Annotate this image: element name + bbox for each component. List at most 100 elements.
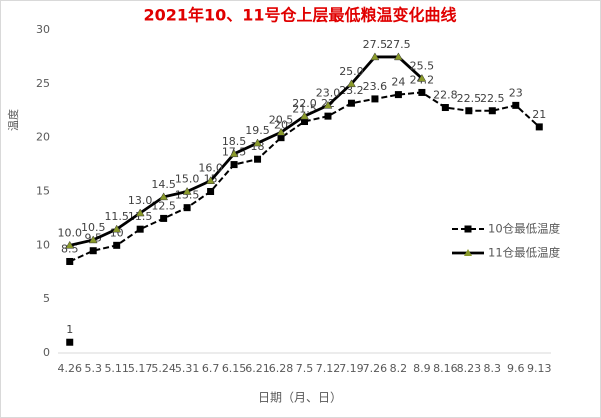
point xyxy=(66,338,74,346)
x-tick-label: 6.15 xyxy=(222,362,247,375)
y-axis-label: 温度 xyxy=(6,109,20,131)
point xyxy=(418,88,426,96)
x-tick-label: 6.21 xyxy=(245,362,270,375)
x-tick-label: 6.28 xyxy=(269,362,294,375)
chart-title: 2021年10、11号仓上层最低粮温变化曲线 xyxy=(143,6,456,25)
point xyxy=(206,176,216,184)
data-label: 22.5 xyxy=(457,92,482,105)
point xyxy=(441,104,449,112)
point xyxy=(66,257,74,265)
data-label: 18.5 xyxy=(222,135,247,148)
y-tick-label: 30 xyxy=(36,23,50,36)
point xyxy=(323,100,333,109)
point xyxy=(183,204,191,212)
point xyxy=(207,188,215,195)
x-tick-label: 7.26 xyxy=(363,362,388,375)
point xyxy=(254,155,262,163)
x-tick-label: 5.24 xyxy=(151,362,176,375)
legend-marker xyxy=(464,249,472,256)
data-label: 11.5 xyxy=(128,210,153,223)
x-tick-label: 4.26 xyxy=(57,362,82,375)
point xyxy=(417,73,427,82)
data-label: 16.0 xyxy=(198,162,223,175)
point xyxy=(347,99,355,107)
x-tick-label: 7.19 xyxy=(339,362,364,375)
y-tick-label: 15 xyxy=(36,185,50,198)
point xyxy=(535,123,543,131)
data-label: 11.5 xyxy=(104,210,129,223)
y-tick-label: 5 xyxy=(43,292,50,305)
point xyxy=(113,241,121,249)
data-label: 22.5 xyxy=(480,92,505,105)
data-label: 23.0 xyxy=(316,86,341,99)
point xyxy=(300,111,309,120)
x-tick-label: 5.31 xyxy=(175,362,200,375)
point xyxy=(229,149,239,158)
data-label: 27.5 xyxy=(363,38,388,51)
point xyxy=(182,186,192,195)
legend-label: 10仓最低温度 xyxy=(488,222,561,236)
x-tick-label: 8.9 xyxy=(413,362,431,375)
y-tick-label: 25 xyxy=(36,77,50,90)
point xyxy=(135,208,145,217)
legend-label: 11仓最低温度 xyxy=(488,246,561,260)
data-label: 20.5 xyxy=(269,113,294,126)
point xyxy=(488,107,496,115)
point xyxy=(277,134,285,142)
x-tick-label: 5.3 xyxy=(84,362,102,375)
point xyxy=(512,101,520,109)
point xyxy=(112,224,122,233)
x-tick-label: 5.11 xyxy=(104,362,129,375)
point xyxy=(324,112,332,120)
y-tick-label: 10 xyxy=(36,238,50,251)
x-tick-label: 6.7 xyxy=(202,362,220,375)
x-tick-label: 8.3 xyxy=(484,362,502,375)
point xyxy=(301,118,308,126)
point xyxy=(160,214,168,222)
data-label: 27.5 xyxy=(386,38,411,51)
x-tick-label: 5.17 xyxy=(128,362,153,375)
point xyxy=(465,107,473,115)
data-label: 13.0 xyxy=(128,194,153,207)
data-label: 14.5 xyxy=(151,178,176,191)
point xyxy=(65,240,75,249)
data-label: 23 xyxy=(509,86,523,99)
data-label: 21 xyxy=(532,108,546,121)
data-label: 19.5 xyxy=(245,124,270,137)
x-tick-label: 9.6 xyxy=(507,362,525,375)
data-label: 1 xyxy=(66,323,73,336)
data-label: 24 xyxy=(391,76,405,89)
point xyxy=(370,52,380,61)
point xyxy=(393,52,403,61)
data-label: 23.6 xyxy=(363,80,388,93)
point xyxy=(347,79,356,88)
point xyxy=(136,225,144,233)
x-tick-label: 8.2 xyxy=(390,362,408,375)
data-label: 22.0 xyxy=(292,97,317,110)
x-axis-label: 日期（月、日） xyxy=(258,391,342,405)
data-label: 23.2 xyxy=(339,84,364,97)
series-line xyxy=(69,91,540,263)
point xyxy=(159,192,169,201)
y-tick-label: 20 xyxy=(36,131,50,144)
x-tick-label: 9.13 xyxy=(527,362,552,375)
x-tick-label: 7.12 xyxy=(316,362,341,375)
point xyxy=(253,138,262,147)
data-label: 25.0 xyxy=(339,65,364,78)
x-tick-label: 7.5 xyxy=(296,362,314,375)
x-tick-label: 8.23 xyxy=(457,362,482,375)
data-label: 15.0 xyxy=(175,173,200,186)
data-label: 25.5 xyxy=(410,59,435,72)
y-tick-label: 0 xyxy=(43,346,50,359)
point xyxy=(230,161,238,169)
data-label: 10.0 xyxy=(57,226,82,239)
point xyxy=(89,247,97,255)
data-label: 22.8 xyxy=(433,89,458,102)
legend-marker xyxy=(464,225,472,233)
point xyxy=(371,95,379,103)
data-label: 10.5 xyxy=(81,221,106,234)
point xyxy=(88,235,98,244)
point xyxy=(394,91,402,99)
